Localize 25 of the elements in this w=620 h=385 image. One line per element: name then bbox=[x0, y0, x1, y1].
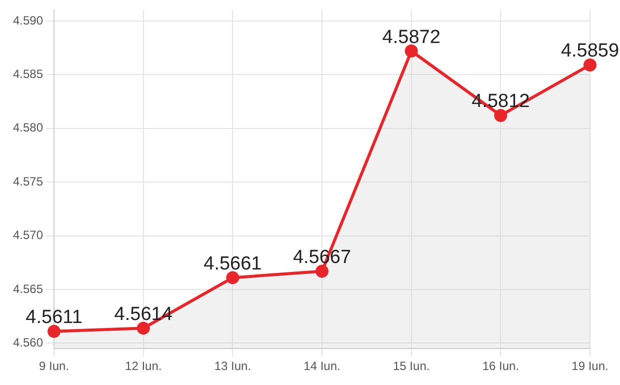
y-tick-label: 4.590 bbox=[13, 13, 44, 28]
x-tick-label: 13 Iun. bbox=[214, 359, 252, 374]
data-label: 4.5611 bbox=[26, 307, 82, 328]
x-tick-label: 15 Iun. bbox=[392, 359, 430, 374]
point bbox=[316, 264, 329, 278]
x-tick-label: 16 Iun. bbox=[482, 359, 520, 374]
point bbox=[48, 324, 61, 338]
data-label: 4.5872 bbox=[382, 26, 440, 48]
point bbox=[584, 58, 596, 72]
point bbox=[494, 108, 508, 122]
x-tick-label: 19 Iun. bbox=[572, 359, 608, 374]
data-label: 4.5661 bbox=[204, 253, 262, 274]
y-tick-label: 4.580 bbox=[13, 120, 44, 135]
y-tick-label: 4.585 bbox=[13, 66, 44, 81]
point bbox=[404, 44, 418, 58]
data-label: 4.5859 bbox=[560, 40, 620, 62]
y-tick-label: 4.575 bbox=[13, 174, 44, 188]
x-tick-label: 14 Iun. bbox=[304, 359, 340, 374]
x-tick-label: 9 Iun. bbox=[39, 359, 70, 374]
x-tick-label: 12 Iun. bbox=[125, 359, 162, 374]
y-tick-label: 4.570 bbox=[13, 228, 44, 242]
point bbox=[226, 271, 240, 284]
y-tick-label: 4.565 bbox=[13, 282, 44, 296]
y-tick-label: 4.560 bbox=[13, 336, 44, 350]
point bbox=[136, 322, 150, 335]
